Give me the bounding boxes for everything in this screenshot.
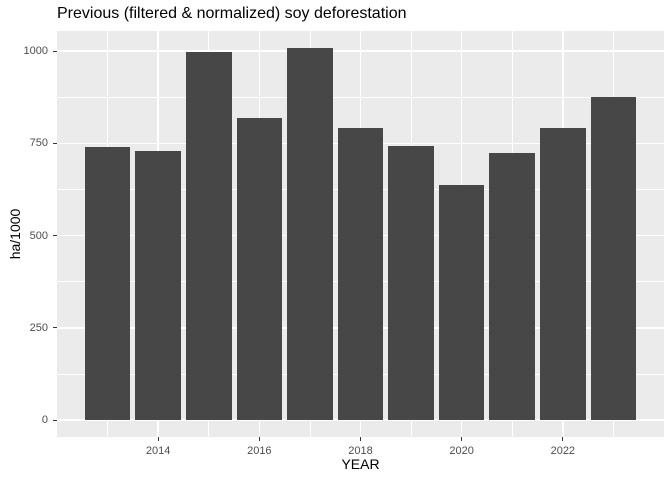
bar-2016 bbox=[236, 118, 283, 421]
bar-2022 bbox=[540, 127, 586, 421]
y-tick-label: 0 bbox=[41, 414, 48, 427]
plot-panel bbox=[57, 31, 664, 437]
bar-2020 bbox=[438, 185, 485, 421]
x-tick-mark bbox=[461, 437, 463, 441]
x-tick-mark bbox=[360, 437, 361, 441]
bar-2019 bbox=[388, 146, 434, 421]
y-tick-mark bbox=[52, 419, 57, 421]
bar-2021 bbox=[489, 153, 535, 421]
y-tick-mark bbox=[52, 235, 57, 237]
x-tick-label: 2018 bbox=[348, 445, 373, 457]
bar-2018 bbox=[337, 127, 384, 421]
bar-2013 bbox=[84, 147, 131, 421]
x-tick-label: 2016 bbox=[247, 445, 272, 457]
x-tick-mark bbox=[258, 437, 260, 441]
bar-2015 bbox=[185, 52, 232, 421]
x-tick-mark bbox=[562, 437, 564, 441]
bar-2023 bbox=[590, 97, 637, 421]
y-tick-label: 1000 bbox=[23, 45, 48, 58]
chart-title: Previous (filtered & normalized) soy def… bbox=[57, 5, 407, 22]
x-tick-label: 2022 bbox=[550, 445, 576, 457]
y-tick-label: 750 bbox=[29, 137, 48, 150]
y-axis-title: ha/1000 bbox=[7, 208, 23, 260]
y-tick-mark bbox=[52, 142, 57, 144]
y-tick-label: 250 bbox=[29, 321, 48, 334]
x-tick-mark bbox=[157, 437, 159, 441]
x-axis-title: YEAR bbox=[341, 456, 380, 472]
bar-2017 bbox=[287, 48, 333, 421]
y-tick-mark bbox=[52, 50, 57, 52]
y-tick-mark bbox=[52, 327, 57, 329]
bar-2014 bbox=[135, 151, 181, 421]
x-tick-label: 2020 bbox=[449, 445, 474, 457]
y-tick-label: 500 bbox=[29, 229, 48, 242]
x-tick-label: 2014 bbox=[145, 445, 171, 457]
